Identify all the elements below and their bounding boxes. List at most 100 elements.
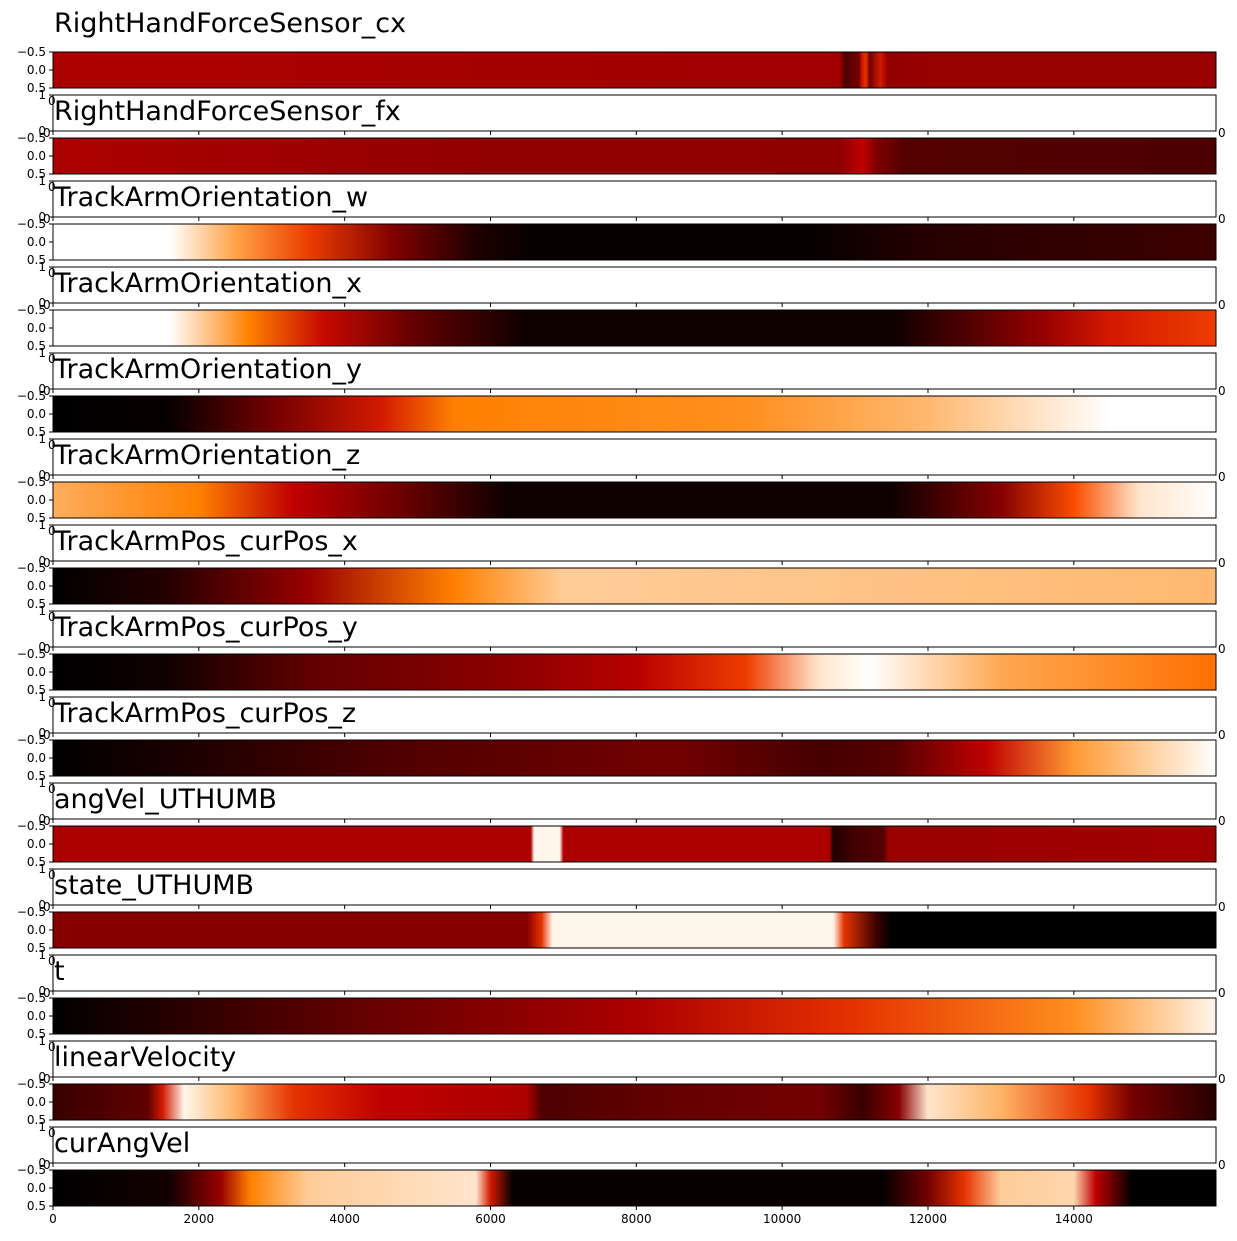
y-tick-label: 1 <box>38 346 46 360</box>
x-tick-label: 0 <box>43 212 51 226</box>
heatmap-strip <box>52 51 1217 89</box>
x-tick-label: 0 <box>43 1072 51 1086</box>
x-tick-label: 0 <box>49 1212 57 1226</box>
y-tick-label: 0.5 <box>27 511 46 525</box>
y-tick-label: −0.5 <box>17 389 46 403</box>
y-tick-label: 0 <box>38 1070 46 1084</box>
x-tick-label: 0 <box>48 438 56 452</box>
x-tick-label: 0 <box>48 868 56 882</box>
y-tick-label: 1 <box>38 518 46 532</box>
y-tick-label: 1 <box>38 690 46 704</box>
x-tick-label: 0 <box>43 814 51 828</box>
panel-title: TrackArmPos_curPos_z <box>53 698 356 729</box>
y-tick-label: 0.5 <box>27 855 46 869</box>
empty-axis <box>52 782 1217 820</box>
x-tick-label: 0 <box>48 954 56 968</box>
empty-axis <box>52 180 1217 218</box>
y-tick-label: 0.5 <box>27 941 46 955</box>
y-tick-label: 0.5 <box>27 81 46 95</box>
y-tick-label: 0.5 <box>27 1199 46 1213</box>
panel-title: TrackArmOrientation_y <box>53 354 362 385</box>
y-tick-label: −0.5 <box>17 45 46 59</box>
heatmap-strip <box>52 223 1217 261</box>
y-tick-label: 0.0 <box>27 407 46 421</box>
x-tick-label: 0 <box>1218 126 1226 140</box>
x-tick-label: 0 <box>48 266 56 280</box>
y-tick-label: −0.5 <box>17 131 46 145</box>
panel-title: curAngVel <box>54 1128 190 1159</box>
empty-axis <box>52 1126 1217 1164</box>
y-tick-label: 0 <box>38 812 46 826</box>
empty-axis <box>52 610 1217 648</box>
heatmap-strip <box>52 825 1217 863</box>
y-tick-label: −0.5 <box>17 647 46 661</box>
x-tick-label: 0 <box>48 1040 56 1054</box>
y-tick-label: −0.5 <box>17 475 46 489</box>
y-tick-label: 1 <box>38 604 46 618</box>
heatmap-strip <box>52 395 1217 433</box>
panel-title: state_UTHUMB <box>54 870 254 901</box>
heatmap-strip <box>52 1169 1217 1207</box>
x-tick-label: 0 <box>48 352 56 366</box>
x-tick-label: 0 <box>43 1158 51 1172</box>
x-tick-label: 14000 <box>1055 1212 1093 1226</box>
x-tick-label: 8000 <box>621 1212 652 1226</box>
panel-title: linearVelocity <box>54 1042 236 1073</box>
y-tick-label: 0.5 <box>27 683 46 697</box>
x-tick-label: 0 <box>48 1126 56 1140</box>
y-tick-label: 0.0 <box>27 579 46 593</box>
y-tick-label: −0.5 <box>17 217 46 231</box>
x-tick-label: 0 <box>43 298 51 312</box>
empty-axis <box>52 954 1217 992</box>
panel-title: TrackArmPos_curPos_x <box>53 526 358 557</box>
x-tick-label: 0 <box>43 126 51 140</box>
x-tick-label: 6000 <box>475 1212 506 1226</box>
x-tick-label: 0 <box>43 642 51 656</box>
y-tick-label: 0 <box>38 1156 46 1170</box>
x-tick-label: 0 <box>48 524 56 538</box>
empty-axis <box>52 696 1217 734</box>
x-tick-label: 0 <box>1218 470 1226 484</box>
x-tick-label: 0 <box>43 470 51 484</box>
y-tick-label: 1 <box>38 88 46 102</box>
x-tick-label: 0 <box>48 696 56 710</box>
y-tick-label: 0.5 <box>27 167 46 181</box>
heatmap-strip <box>52 653 1217 691</box>
panel-title: angVel_UTHUMB <box>54 784 277 815</box>
x-tick-label: 0 <box>43 728 51 742</box>
x-tick-label: 0 <box>43 986 51 1000</box>
x-tick-label: 0 <box>1218 1158 1226 1172</box>
y-tick-label: −0.5 <box>17 561 46 575</box>
x-tick-label: 0 <box>43 900 51 914</box>
empty-axis <box>52 266 1217 304</box>
y-tick-label: 0 <box>38 210 46 224</box>
y-tick-label: 0.0 <box>27 751 46 765</box>
panel-title: t <box>54 956 65 987</box>
y-tick-label: 0.0 <box>27 235 46 249</box>
y-tick-label: −0.5 <box>17 905 46 919</box>
panel-title: TrackArmOrientation_x <box>53 268 362 299</box>
x-tick-label: 4000 <box>329 1212 360 1226</box>
y-tick-label: 0 <box>38 640 46 654</box>
y-tick-label: 0.5 <box>27 1027 46 1041</box>
y-tick-label: −0.5 <box>17 1163 46 1177</box>
y-tick-label: 0.5 <box>27 339 46 353</box>
y-tick-label: −0.5 <box>17 303 46 317</box>
x-tick-label: 0 <box>1218 986 1226 1000</box>
y-tick-label: 0.0 <box>27 493 46 507</box>
panel-title: TrackArmOrientation_w <box>53 182 368 213</box>
y-tick-label: −0.5 <box>17 991 46 1005</box>
x-tick-label: 0 <box>1218 728 1226 742</box>
y-tick-label: 0 <box>38 726 46 740</box>
y-tick-label: 0.0 <box>27 837 46 851</box>
x-tick-label: 0 <box>1218 556 1226 570</box>
empty-axis <box>52 438 1217 476</box>
x-tick-label: 0 <box>1218 642 1226 656</box>
panel-title: RightHandForceSensor_cx <box>54 8 406 39</box>
y-tick-label: 0.5 <box>27 769 46 783</box>
x-tick-label: 0 <box>1218 814 1226 828</box>
x-tick-label: 12000 <box>909 1212 947 1226</box>
y-tick-label: 0 <box>38 468 46 482</box>
y-tick-label: 0 <box>38 296 46 310</box>
